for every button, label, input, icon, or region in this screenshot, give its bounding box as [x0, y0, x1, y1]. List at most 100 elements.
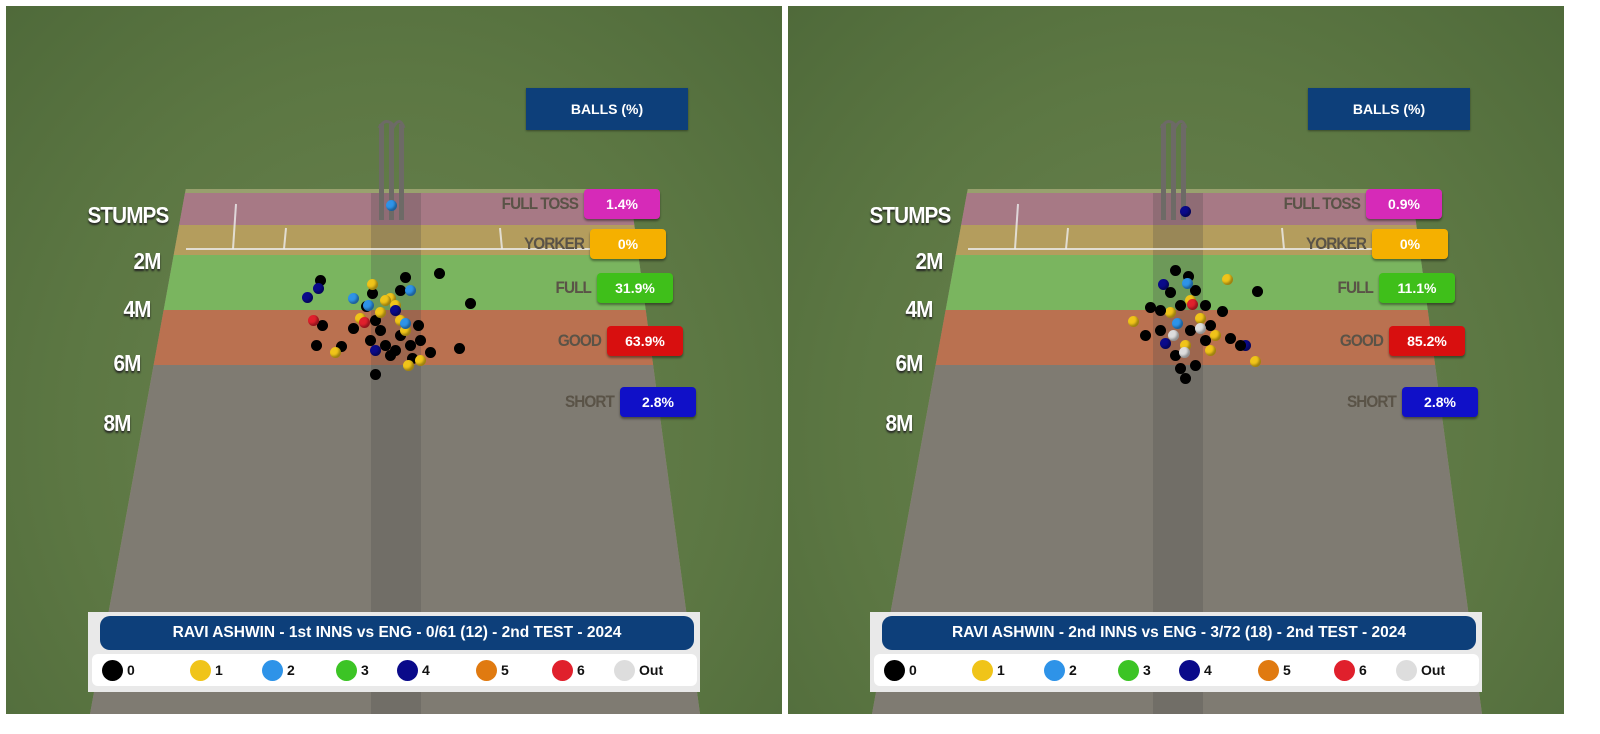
ball-dot: [313, 283, 324, 294]
legend-swatch-icon: [190, 659, 211, 681]
ball-dot: [375, 307, 386, 318]
ball-dot: [1145, 302, 1156, 313]
legend-label: 6: [577, 662, 585, 678]
zone-label: FULL: [1337, 278, 1374, 297]
zone-pct-badge: 63.9%: [607, 326, 683, 356]
legend-swatch-icon: [1044, 659, 1065, 681]
legend-label: 5: [501, 662, 509, 678]
ball-dot: [380, 295, 391, 306]
ball-dot: [390, 345, 401, 356]
ball-dot: [375, 325, 386, 336]
legend: 0 1 2 3 4 5 6 Out: [874, 654, 1479, 686]
ball-dot: [370, 315, 381, 326]
legend-item: 3: [336, 659, 369, 681]
ball-dot: [1165, 287, 1176, 298]
legend-item: Out: [614, 659, 663, 681]
legend-label: 2: [287, 662, 295, 678]
zone-label: FULL TOSS: [1283, 194, 1361, 213]
ball-dot: [395, 330, 406, 341]
legend-item: 4: [397, 659, 430, 681]
zone-pct-badge: 31.9%: [597, 273, 673, 303]
ball-dot: [454, 343, 465, 354]
ball-dot: [407, 353, 418, 364]
ball-dot: [1182, 278, 1193, 289]
ball-dot: [1172, 318, 1183, 329]
legend-label: 1: [215, 662, 223, 678]
legend-item: 2: [262, 659, 295, 681]
legend-swatch-icon: [1258, 659, 1279, 681]
legend-swatch-icon: [884, 659, 905, 681]
legend-item: 6: [1334, 659, 1367, 681]
ball-dot: [336, 341, 347, 352]
ball-dot: [1217, 306, 1228, 317]
legend-swatch-icon: [1334, 659, 1355, 681]
distance-label: 8M: [103, 410, 131, 436]
ball-dot: [315, 275, 326, 286]
ball-dot: [367, 279, 378, 290]
legend-swatch-icon: [552, 659, 573, 681]
zone-pct-badge: 1.4%: [584, 189, 660, 219]
ball-dot: [1185, 325, 1196, 336]
legend-item: 1: [972, 659, 1005, 681]
distance-label: 2M: [133, 248, 161, 274]
legend-item: 0: [884, 659, 917, 681]
balls-pct-header: BALLS (%): [1308, 88, 1470, 130]
ball-dot: [1205, 320, 1216, 331]
ball-dot: [386, 200, 397, 211]
legend-label: 1: [997, 662, 1005, 678]
legend-swatch-icon: [476, 659, 497, 681]
innings-caption: RAVI ASHWIN - 2nd INNS vs ENG - 3/72 (18…: [882, 616, 1476, 650]
legend-item: 5: [476, 659, 509, 681]
legend-label: 4: [1204, 662, 1212, 678]
legend-swatch-icon: [614, 659, 635, 681]
ball-dot: [330, 347, 341, 358]
distance-label: 4M: [905, 296, 933, 322]
legend-item: 0: [102, 659, 135, 681]
pitch-map-panel-1: BALLS (%) STUMPS 2M 4M 6M 8M FULL TOSS 1.4% YORK…: [6, 6, 782, 714]
legend-swatch-icon: [102, 659, 123, 681]
legend-label: 4: [422, 662, 430, 678]
ball-dot: [1190, 285, 1201, 296]
legend-label: Out: [1421, 662, 1446, 678]
legend-label: 2: [1069, 662, 1077, 678]
ball-dot: [359, 317, 370, 328]
ball-dot: [1175, 300, 1186, 311]
ball-dot: [311, 340, 322, 351]
legend-item: 2: [1044, 659, 1077, 681]
ball-dot: [1140, 330, 1151, 341]
zone-label: FULL TOSS: [501, 194, 579, 213]
legend-swatch-icon: [336, 659, 357, 681]
ball-dot: [385, 350, 396, 361]
ball-dot: [1252, 286, 1263, 297]
ball-dot: [1200, 300, 1211, 311]
ball-dot: [348, 293, 359, 304]
ball-dot: [1155, 305, 1166, 316]
ball-dot: [1187, 299, 1198, 310]
ball-dot: [403, 360, 414, 371]
legend-swatch-icon: [972, 659, 993, 681]
ball-dot: [400, 325, 411, 336]
distance-label: 6M: [895, 350, 923, 376]
legend-label: 0: [127, 662, 135, 678]
zone-label: YORKER: [1305, 234, 1367, 253]
ball-dot: [1180, 373, 1191, 384]
legend-label: 3: [1143, 662, 1151, 678]
legend-item: 3: [1118, 659, 1151, 681]
ball-dot: [363, 300, 374, 311]
zone-pct-badge: 2.8%: [1402, 387, 1478, 417]
ball-dot: [390, 305, 401, 316]
legend-swatch-icon: [1396, 659, 1417, 681]
ball-dot: [1179, 347, 1190, 358]
innings-caption: RAVI ASHWIN - 1st INNS vs ENG - 0/61 (12…: [100, 616, 694, 650]
ball-dot: [365, 335, 376, 346]
legend-label: 6: [1359, 662, 1367, 678]
legend-item: 5: [1258, 659, 1291, 681]
ball-dot: [1180, 206, 1191, 217]
ball-dot: [405, 285, 416, 296]
ball-dot: [415, 355, 426, 366]
zone-label: GOOD: [557, 331, 602, 350]
ball-dot: [405, 340, 416, 351]
ball-dot: [434, 268, 445, 279]
stumps-icon: [377, 120, 406, 220]
legend-item: 1: [190, 659, 223, 681]
